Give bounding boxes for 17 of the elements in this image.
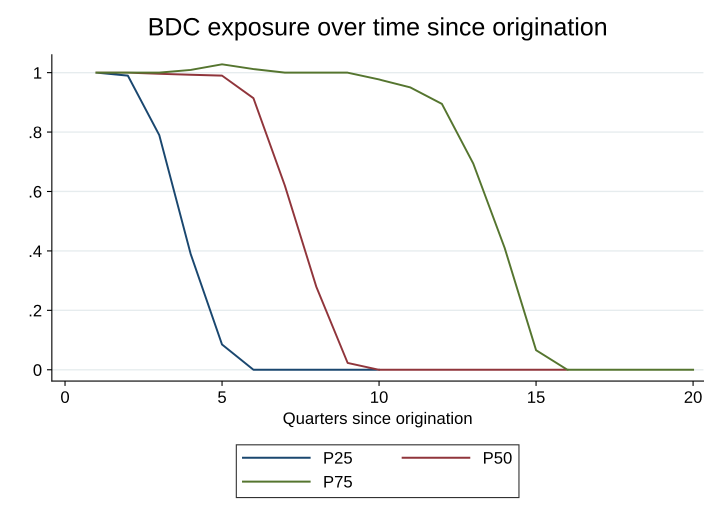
y-tick-label: .6 bbox=[30, 186, 42, 198]
legend-label: P25 bbox=[324, 452, 352, 464]
x-tick-label: 5 bbox=[218, 391, 226, 404]
x-tick-label: 0 bbox=[61, 391, 70, 404]
chart-title: BDC exposure over time since origination bbox=[150, 17, 606, 41]
y-tick-label: .4 bbox=[30, 245, 42, 257]
legend-label: P75 bbox=[324, 476, 352, 488]
x-tick-label: 10 bbox=[371, 391, 388, 404]
line-series bbox=[95, 63, 694, 371]
x-tick-label: 20 bbox=[684, 391, 702, 404]
y-tick-label: .2 bbox=[30, 304, 42, 316]
legend-label: P50 bbox=[484, 452, 512, 464]
y-tick-label: 1 bbox=[34, 67, 42, 79]
y-tick-label: .8 bbox=[30, 126, 42, 138]
x-tick-label: 15 bbox=[528, 391, 545, 404]
y-tick-label: 0 bbox=[34, 364, 42, 376]
x-axis-title: Quarters since origination bbox=[283, 412, 472, 428]
